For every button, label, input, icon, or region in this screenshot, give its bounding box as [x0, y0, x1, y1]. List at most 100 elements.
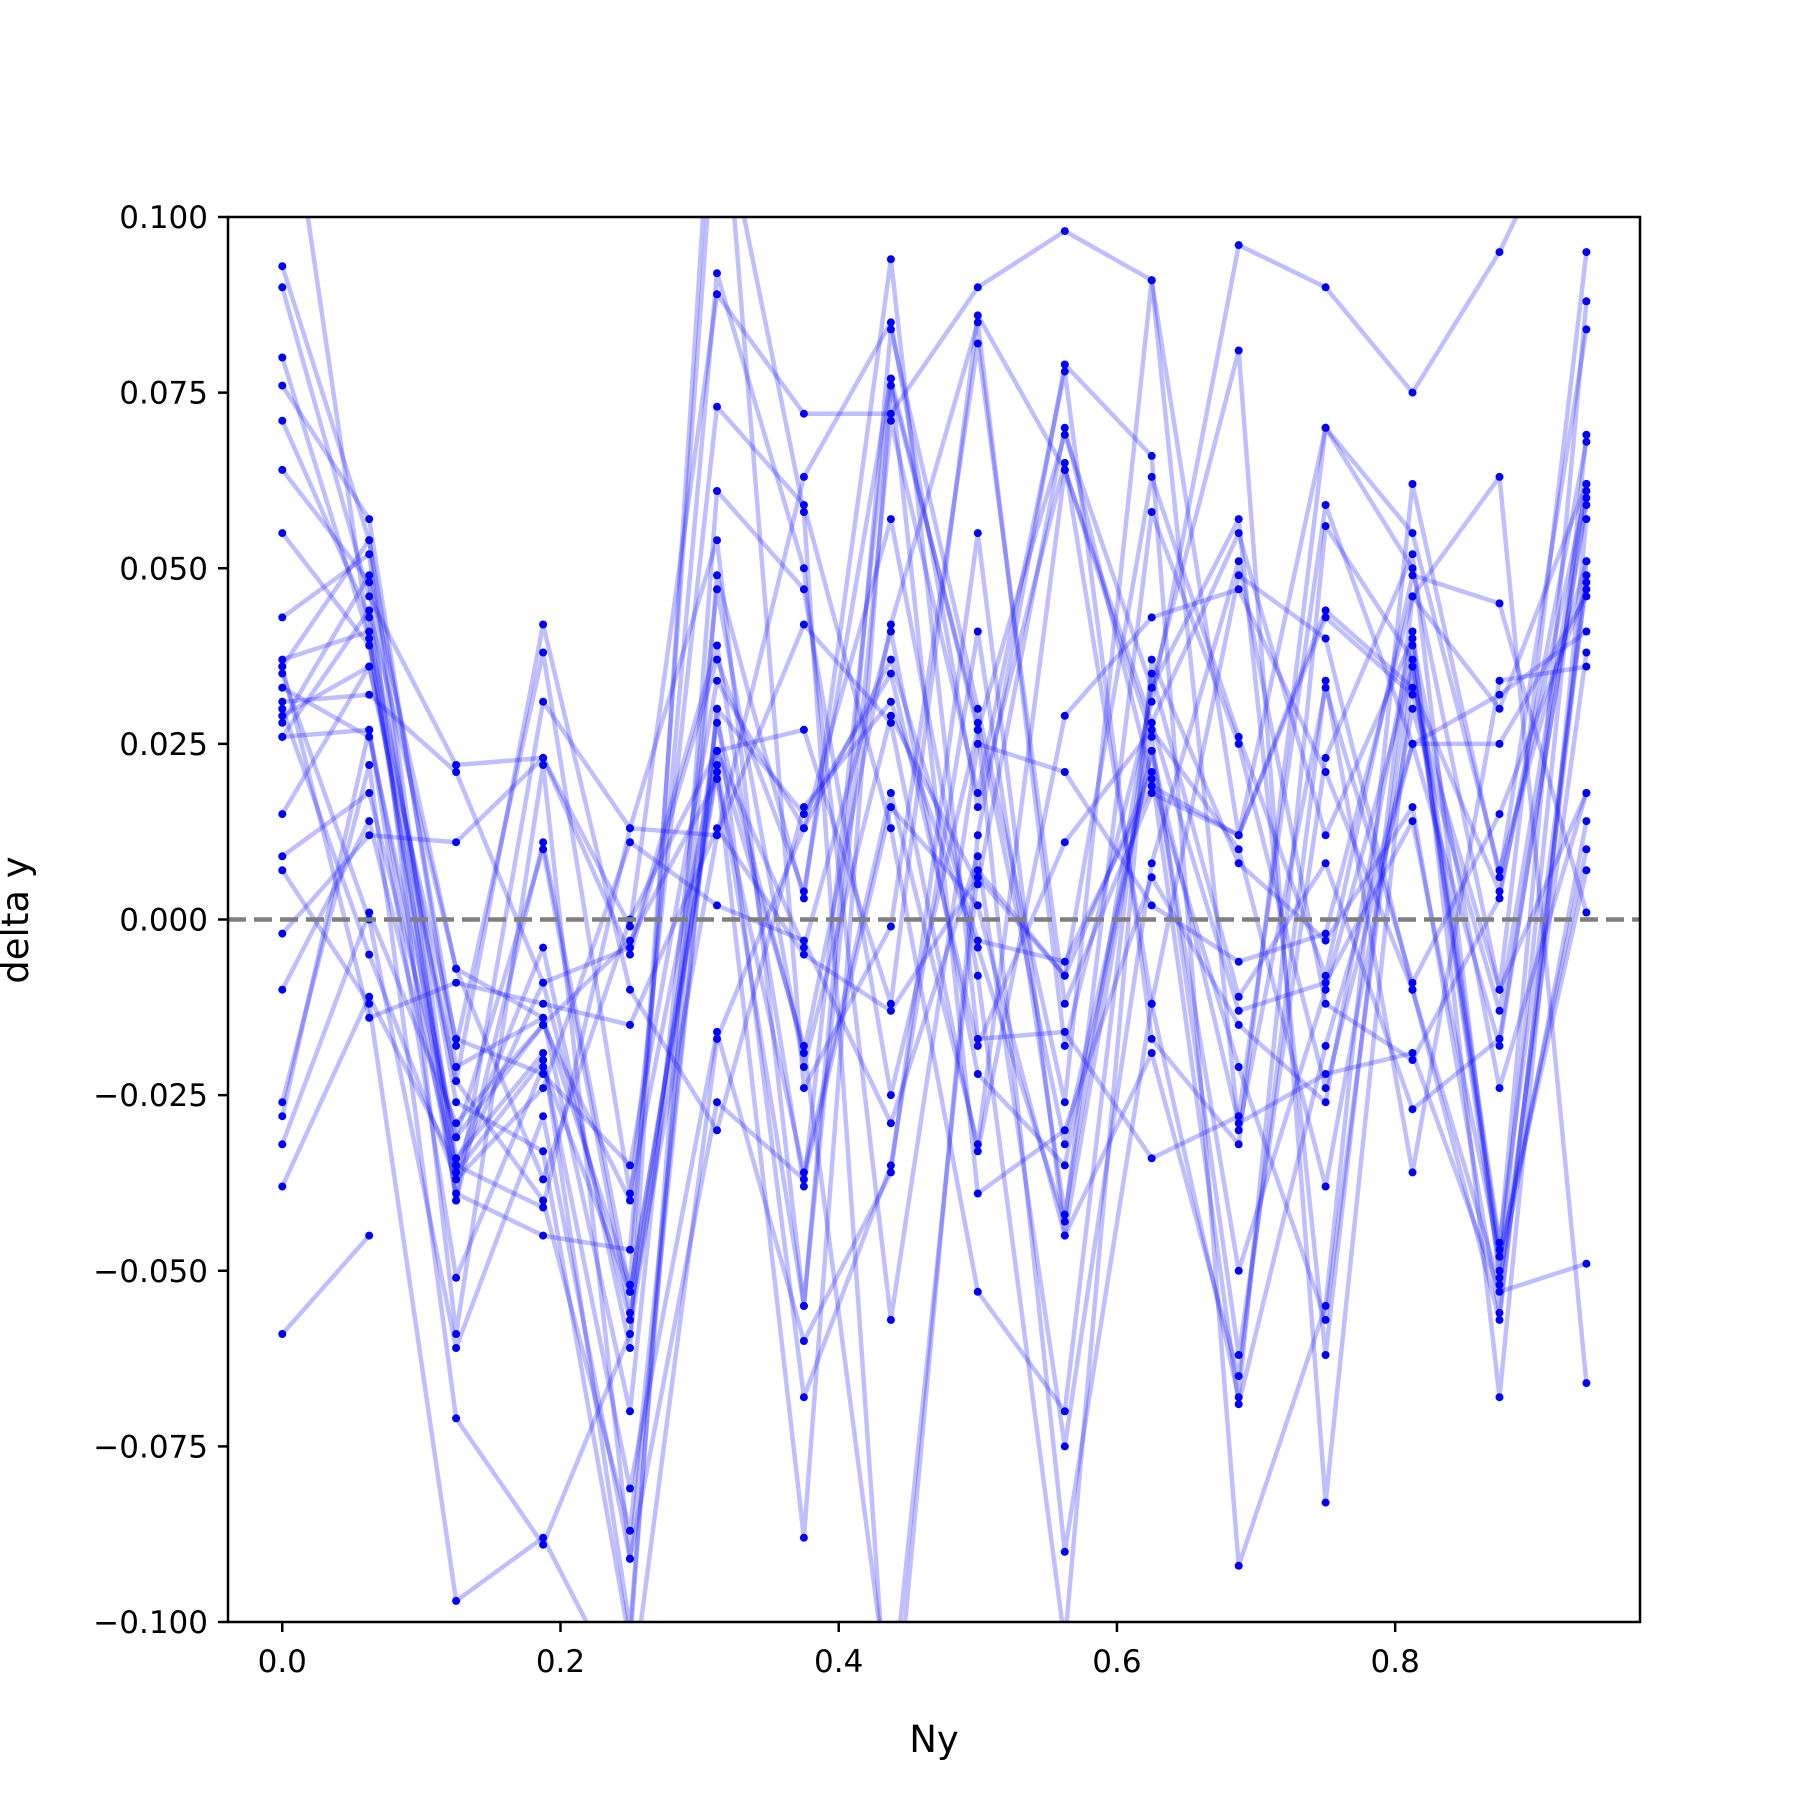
- series-20-point-15: [1582, 480, 1591, 488]
- series-14-point-11: [1234, 1063, 1243, 1071]
- series-22-point-9: [1060, 999, 1069, 1008]
- series-1-point-15: [1582, 248, 1591, 257]
- series-18-point-3: [539, 1203, 548, 1212]
- series-21-point-14: [1495, 1034, 1504, 1043]
- x-tick-label: 0.4: [814, 1644, 863, 1680]
- series-28-point-6: [799, 950, 808, 959]
- series-5-point-3: [539, 761, 548, 769]
- series-0-point-4: [626, 1315, 634, 1324]
- series-28-point-4: [626, 1020, 634, 1029]
- series-14-point-14: [1495, 1238, 1504, 1247]
- series-11-point-4: [626, 943, 634, 952]
- series-28-point-0: [278, 662, 287, 671]
- series-27: [278, 613, 1591, 1622]
- series-18-point-13: [1408, 529, 1417, 538]
- series-18-point-11: [1234, 1140, 1243, 1149]
- series-9-point-10: [1147, 732, 1156, 741]
- x-tick-label: 0.0: [258, 1644, 307, 1680]
- series-13-point-0: [278, 718, 287, 727]
- series-20-point-10: [1147, 901, 1156, 910]
- series-2-line: [280, 301, 1589, 1400]
- series-29-point-0: [278, 732, 287, 741]
- series-15-point-13: [1408, 704, 1417, 713]
- series-20-point-4: [626, 1245, 634, 1254]
- series-18-point-1: [365, 817, 374, 826]
- series-2-point-9: [1060, 458, 1069, 467]
- series-5-point-10: [1147, 683, 1156, 692]
- series-16-point-9: [1060, 465, 1069, 474]
- series-7-line: [280, 277, 1589, 1309]
- series-21-point-3: [539, 1020, 548, 1029]
- series-26-point-3: [539, 1084, 548, 1093]
- series-16-point-6: [799, 1168, 808, 1177]
- series-1-point-2: [452, 761, 461, 769]
- series-5-point-14: [1495, 472, 1504, 481]
- series-19-point-13: [1408, 739, 1417, 748]
- series-8-point-0: [278, 655, 287, 664]
- x-tick-label: 0.8: [1371, 1644, 1420, 1680]
- series-7-point-11: [1234, 1126, 1243, 1135]
- series-18-point-12: [1321, 423, 1330, 432]
- series-20-point-12: [1321, 929, 1330, 938]
- series-29-point-5: [713, 768, 721, 776]
- series-7-point-3: [539, 838, 548, 847]
- series-0-point-12: [1321, 283, 1330, 292]
- series-28-point-2: [452, 978, 461, 987]
- series-4-point-7: [886, 1091, 895, 1100]
- series-1-point-8: [973, 283, 982, 292]
- series-27-point-10: [1147, 782, 1156, 790]
- series-15-point-2: [452, 1077, 461, 1086]
- series-1-point-13: [1408, 564, 1417, 573]
- series-0-point-0: [278, 262, 287, 271]
- series-26-point-1: [365, 950, 374, 959]
- series-28-point-1: [365, 1013, 374, 1022]
- series-5-point-2: [452, 1330, 461, 1338]
- series-0-point-5: [713, 718, 721, 727]
- series-13-point-11: [1234, 1266, 1243, 1275]
- y-tick-label: −0.075: [93, 1429, 208, 1465]
- series-9-point-3: [539, 648, 548, 657]
- series-27-point-14: [1495, 985, 1504, 994]
- series-24-point-11: [1234, 1006, 1243, 1015]
- series-8-point-1: [365, 627, 374, 636]
- series-13-point-8: [973, 1070, 982, 1078]
- series-22-point-4: [626, 1344, 634, 1352]
- series-16-point-12: [1321, 831, 1330, 840]
- series-27-point-6: [799, 824, 808, 833]
- y-tick-label: 0.075: [119, 376, 208, 412]
- series-7-point-10: [1147, 276, 1156, 285]
- series-25-point-7: [886, 803, 895, 812]
- series-29-point-10: [1147, 746, 1156, 755]
- series-19-point-15: [1582, 592, 1591, 601]
- series-28-point-3: [539, 999, 548, 1008]
- series-17-point-0: [278, 929, 287, 938]
- series-20-point-14: [1495, 704, 1504, 713]
- series-10-line: [281, 560, 1589, 1323]
- series-2-point-8: [973, 803, 982, 812]
- series-16-point-8: [973, 1140, 982, 1149]
- series-0-point-13: [1408, 388, 1417, 397]
- series-11-point-11: [1234, 571, 1243, 580]
- series-27-point-3: [539, 1533, 548, 1542]
- series-17-point-3: [539, 753, 548, 762]
- series-26-point-11: [1234, 557, 1243, 566]
- series-0: [278, 217, 1519, 1324]
- series-28-point-11: [1234, 732, 1243, 741]
- series-3-point-10: [1147, 451, 1156, 460]
- series-28-point-8: [973, 873, 982, 882]
- series-17-point-13: [1408, 627, 1417, 636]
- series-15-point-14: [1495, 1006, 1504, 1015]
- series-24-point-1: [365, 634, 374, 643]
- series-12-point-11: [1234, 859, 1243, 868]
- series-14-point-7: [886, 711, 895, 720]
- series-8-point-3: [539, 620, 548, 629]
- y-tick-label: 0.050: [119, 551, 208, 587]
- series-17-point-11: [1234, 1020, 1243, 1029]
- series-12-point-8: [973, 971, 982, 980]
- series-3-point-12: [1321, 1301, 1330, 1310]
- series-27-point-13: [1408, 690, 1417, 699]
- series-23: [278, 1231, 374, 1338]
- series-16-point-14: [1495, 1084, 1504, 1093]
- series-29-point-13: [1408, 1049, 1417, 1057]
- series-16-point-0: [278, 852, 287, 861]
